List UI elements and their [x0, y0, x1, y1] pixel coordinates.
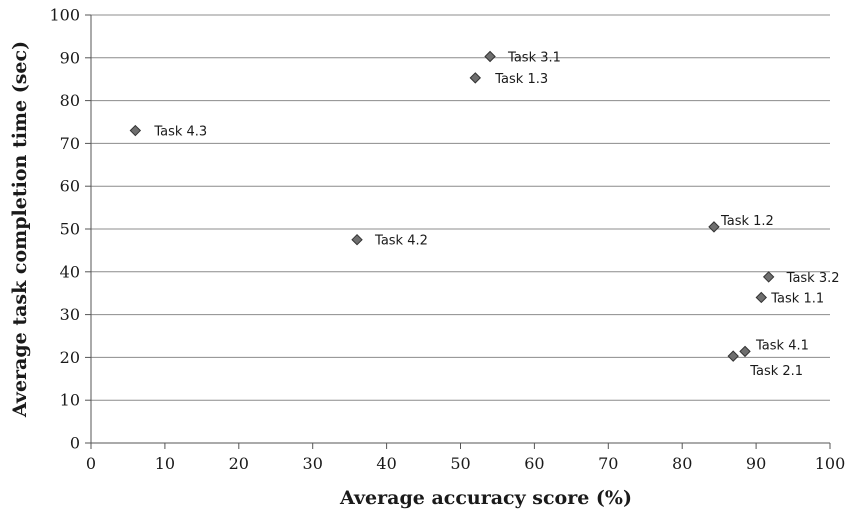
y-tick-label: 70 — [60, 134, 80, 153]
y-tick-label: 50 — [60, 220, 80, 239]
data-point-marker — [469, 72, 481, 84]
y-tick-label: 80 — [60, 91, 80, 110]
y-tick-labels: 0 10 20 30 40 50 60 70 80 90 100 — [49, 6, 80, 453]
y-tick-label: 20 — [60, 348, 80, 367]
axes — [85, 14, 831, 449]
y-tick-label: 100 — [49, 6, 80, 25]
x-tick-label: 100 — [815, 454, 846, 473]
y-tick-label: 10 — [60, 391, 80, 410]
x-tick-label: 20 — [229, 454, 249, 473]
y-axis-title: Average task completion time (sec) — [9, 41, 31, 418]
data-point-label: Task 3.1 — [507, 51, 561, 66]
y-tick-label: 30 — [60, 305, 80, 324]
data-point-marker — [762, 271, 775, 283]
x-tick-label: 0 — [86, 454, 96, 473]
x-tick-label: 90 — [746, 454, 766, 473]
x-tick-label: 70 — [598, 454, 618, 473]
data-point-marker — [708, 221, 720, 233]
data-point-label: Task 4.3 — [153, 125, 207, 140]
data-point-label: Task 3.2 — [786, 271, 840, 286]
data-point-marker — [755, 291, 767, 304]
data-point-marker — [129, 124, 142, 137]
x-tick-label: 10 — [155, 454, 175, 473]
data-points: Task 3.1 Task 1.3 Task 4.3 Task 4.2 Task 1.2… — [129, 50, 840, 379]
data-point-label: Task 2.1 — [749, 364, 803, 379]
x-tick-label: 50 — [450, 454, 470, 473]
x-tick-label: 60 — [524, 454, 544, 473]
y-tick-label: 60 — [60, 177, 80, 196]
x-tick-label: 30 — [303, 454, 323, 473]
data-point-marker — [484, 50, 496, 63]
x-axis-title: Average accuracy score (%) — [339, 487, 632, 509]
x-tick-label: 40 — [376, 454, 396, 473]
data-point-label: Task 4.1 — [755, 338, 809, 353]
data-point-label: Task 1.2 — [720, 214, 774, 229]
data-point-label: Task 1.1 — [770, 291, 824, 306]
y-tick-label: 90 — [60, 48, 80, 67]
y-tick-label: 40 — [60, 262, 80, 281]
y-tick-label: 0 — [70, 434, 80, 453]
gridlines — [91, 14, 830, 401]
data-point-marker — [727, 350, 739, 362]
x-tick-label: 80 — [672, 454, 692, 473]
data-point-marker — [739, 345, 751, 358]
data-point-label: Task 4.2 — [374, 234, 428, 249]
data-point-marker — [351, 233, 363, 246]
data-point-label: Task 1.3 — [494, 72, 548, 87]
x-tick-labels: 0 10 20 30 40 50 60 70 80 90 100 — [86, 454, 845, 473]
